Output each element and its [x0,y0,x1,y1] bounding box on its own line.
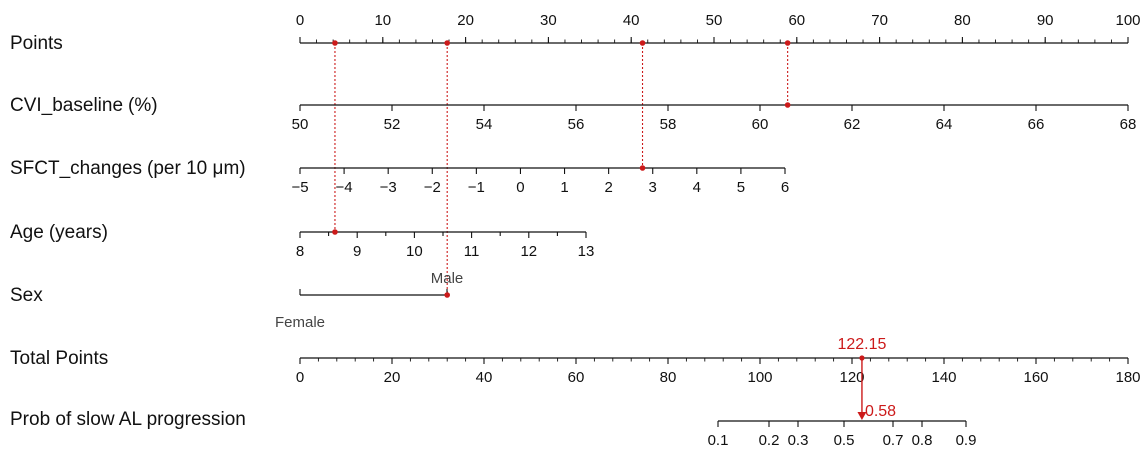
tick-label-prob: 0.3 [788,432,809,449]
total-points-value: 122.15 [837,336,886,353]
scale-points: 0 10 20 30 40 50 60 70 80 90 100 [296,12,1141,44]
tick-label-cvi: 52 [384,116,401,133]
tick-label-age: 13 [578,243,595,260]
marker-sex [444,292,450,298]
row-label-points: Points [10,33,63,54]
tick-label-cvi: 68 [1120,116,1137,133]
tick-label-age: 11 [464,243,480,260]
marker-age [332,229,338,235]
tick-label-age: 9 [353,243,361,260]
tick-label-cvi: 66 [1028,116,1045,133]
row-label-total: Total Points [10,348,108,369]
tick-label-cvi: 58 [660,116,677,133]
tick-label-points: 60 [788,12,805,29]
marker-points-sex [444,40,450,46]
row-labels: Points CVI_baseline (%) SFCT_changes (per 10… [10,33,246,430]
guide-lines [334,43,789,295]
tick-label-total: 60 [568,369,585,386]
arrow-head [857,412,867,420]
tick-label-points: 30 [540,12,557,29]
tick-label-cvi: 54 [476,116,493,133]
scale-sex: Female Male [275,270,463,331]
tick-label-cvi: 64 [936,116,953,133]
tick-label-total: 40 [476,369,493,386]
row-label-age: Age (years) [10,222,108,243]
row-label-unit: (per 10 μm) [147,158,246,179]
category-label-female: Female [275,314,325,331]
tick-label-sfct: 2 [604,179,612,196]
tick-label-sfct: 4 [693,179,701,196]
tick-label-sfct: 3 [649,179,657,196]
row-label-main: CVI_baseline [10,95,123,116]
highlight-marks: 122.15 0.58 [332,40,896,420]
tick-label-prob: 0.9 [956,432,977,449]
tick-label-cvi: 50 [292,116,309,133]
tick-label-points: 80 [954,12,971,29]
probability-value: 0.58 [865,403,896,420]
row-label-main: Age [10,222,44,243]
marker-points-age [332,40,338,46]
tick-label-sfct: −2 [424,179,441,196]
tick-label-points: 20 [457,12,474,29]
tick-label-sfct: 5 [737,179,745,196]
scale-age: 8 9 10 11 12 13 [296,231,595,260]
tick-label-cvi: 56 [568,116,585,133]
row-label-cvi: CVI_baseline (%) [10,95,158,116]
marker-points-sfct [639,40,646,46]
tick-label-points: 10 [374,12,391,29]
tick-label-points: 100 [1115,12,1140,29]
tick-label-sfct: −4 [336,179,353,196]
tick-label-prob: 0.2 [759,432,780,449]
row-label-main: Prob of slow AL progression [10,409,246,430]
tick-label-age: 12 [520,243,537,260]
tick-label-age: 10 [406,243,423,260]
tick-label-points: 50 [706,12,723,29]
row-label-sfct: SFCT_changes (per 10 μm) [10,158,246,179]
tick-label-sfct: −5 [291,179,308,196]
tick-label-cvi: 60 [752,116,769,133]
tick-label-points: 40 [623,12,640,29]
tick-label-total: 180 [1115,369,1140,386]
row-label-unit: (years) [49,222,108,243]
scale-prob: 0.1 0.2 0.3 0.5 0.7 0.8 0.9 [708,420,977,449]
tick-label-total: 20 [384,369,401,386]
marker-points-cvi [784,40,791,46]
tick-label-points: 90 [1037,12,1054,29]
tick-label-total: 0 [296,369,304,386]
tick-label-sfct: −1 [468,179,485,196]
tick-label-total: 80 [660,369,677,386]
tick-label-sfct: 1 [560,179,568,196]
marker-sfct [639,165,646,171]
scale-sfct: −5 −4 −3 −2 −1 0 1 2 3 4 5 6 [291,167,789,196]
category-label-male: Male [431,270,464,287]
row-label-main: Sex [10,285,43,306]
row-label-sex: Sex [10,285,43,306]
tick-label-total: 160 [1023,369,1048,386]
marker-cvi [784,102,791,108]
tick-label-sfct: −3 [380,179,397,196]
tick-label-total: 120 [839,369,864,386]
row-label-unit: (%) [128,95,158,116]
tick-label-sfct: 6 [781,179,789,196]
tick-label-sfct: 0 [516,179,524,196]
tick-label-total: 100 [747,369,772,386]
tick-label-age: 8 [296,243,304,260]
marker-total [859,355,865,361]
tick-label-cvi: 62 [844,116,861,133]
tick-label-prob: 0.7 [883,432,904,449]
tick-label-points: 70 [871,12,888,29]
scale-cvi: 50 52 54 56 58 60 62 64 66 68 [292,104,1137,133]
tick-label-prob: 0.8 [912,432,933,449]
tick-label-prob: 0.5 [834,432,855,449]
row-label-main: Points [10,33,63,54]
row-label-main: SFCT_changes [10,158,142,179]
tick-label-prob: 0.1 [708,432,729,449]
row-label-prob: Prob of slow AL progression [10,409,246,430]
tick-label-total: 140 [931,369,956,386]
scale-total: 0 20 40 60 80 100 120 140 160 180 [296,357,1141,386]
tick-label-points: 0 [296,12,304,29]
row-label-main: Total Points [10,348,108,369]
